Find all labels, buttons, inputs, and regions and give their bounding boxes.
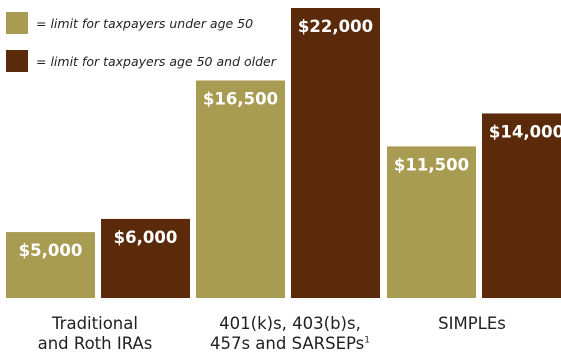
category-label-line1: 401(k)s, 403(b)s,	[219, 314, 361, 333]
category-label-401k: 401(k)s, 403(b)s, 457s and SARSEPs1	[192, 314, 388, 354]
footnote-marker: 1	[364, 335, 371, 346]
bar-value-label: $14,000	[489, 122, 561, 141]
legend-item-50-and-older: = limit for taxpayers age 50 and older	[6, 50, 276, 72]
category-label-line2-text: 457s and SARSEPs	[209, 334, 365, 353]
bar-value-label: $11,500	[394, 155, 469, 174]
bar-under-50-cat1	[196, 80, 285, 298]
bar-50-and-older-cat0	[101, 218, 190, 298]
legend-swatch-50-and-older	[6, 50, 28, 72]
category-label-line2: and Roth IRAs	[37, 334, 153, 353]
bar-value-label: $16,500	[203, 90, 278, 109]
legend-label-under-50: = limit for taxpayers under age 50	[36, 15, 254, 31]
bar-value-label: $22,000	[298, 17, 373, 36]
category-label-line1: Traditional	[52, 314, 138, 333]
bar-value-label: $6,000	[114, 228, 178, 247]
legend-label-50-and-older: = limit for taxpayers age 50 and older	[36, 53, 276, 69]
bar-under-50-cat2	[387, 146, 476, 298]
bar-50-and-older-cat2	[482, 113, 561, 298]
bars-group: $5,000 $16,500 $11,500 $6,000 $22,000 $14,000	[6, 8, 561, 298]
category-label-line2: 457s and SARSEPs1	[192, 334, 388, 354]
legend-swatch-under-50	[6, 12, 28, 34]
bar-50-and-older-cat1	[291, 8, 380, 298]
category-label-iras: Traditional and Roth IRAs	[0, 314, 190, 354]
legend-item-under-50: = limit for taxpayers under age 50	[6, 12, 253, 34]
bar-under-50-cat0	[6, 232, 95, 298]
bar-value-label: $5,000	[19, 241, 83, 260]
category-label-simples: SIMPLEs	[384, 314, 560, 334]
category-label-line1: SIMPLEs	[438, 314, 506, 333]
